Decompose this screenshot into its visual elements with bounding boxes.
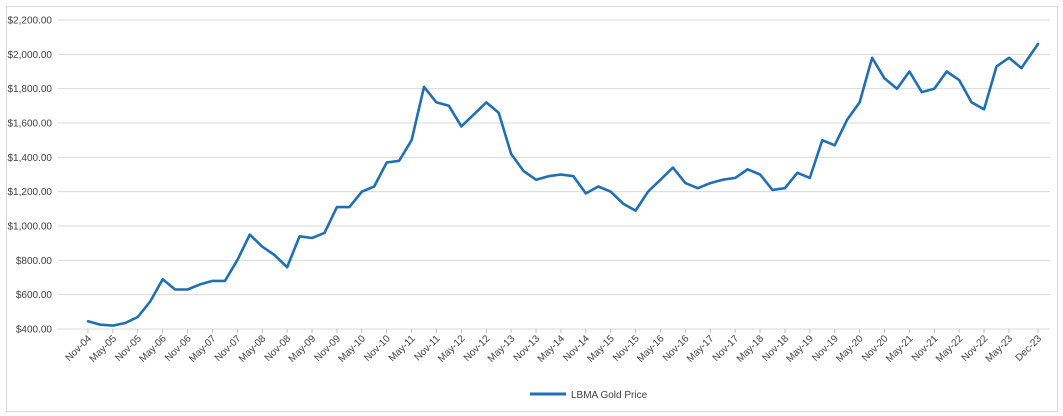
y-tick-label: $1,800.00 <box>8 84 53 95</box>
y-tick-label: $1,000.00 <box>8 222 53 233</box>
x-tick-label: May-07 <box>187 333 219 365</box>
x-tick-label: May-06 <box>137 333 169 365</box>
x-tick-label: May-09 <box>287 333 319 365</box>
x-tick-label: May-14 <box>536 333 568 365</box>
x-tick-label: May-08 <box>237 333 269 365</box>
x-tick-label: May-20 <box>834 333 866 365</box>
x-tick-label: May-15 <box>585 333 617 365</box>
x-tick-label: May-21 <box>884 333 916 365</box>
y-tick-label: $800.00 <box>16 256 53 267</box>
y-tick-label: $1,200.00 <box>8 187 53 198</box>
x-tick-label: May-13 <box>486 333 518 365</box>
x-tick-label: May-16 <box>635 333 667 365</box>
x-tick-label: May-18 <box>735 333 767 365</box>
x-tick-label: May-17 <box>685 333 717 365</box>
x-tick-label: May-12 <box>436 333 468 365</box>
y-tick-label: $400.00 <box>16 325 53 336</box>
x-axis-tick-labels: Nov-04May-05Nov-05May-06Nov-06May-07Nov-… <box>64 329 1045 365</box>
x-tick-label: May-10 <box>337 333 369 365</box>
y-tick-label: $1,600.00 <box>8 119 53 130</box>
y-tick-label: $600.00 <box>16 290 53 301</box>
y-tick-label: $2,200.00 <box>8 16 53 27</box>
legend-label: LBMA Gold Price <box>571 390 648 401</box>
series-line <box>86 42 1040 327</box>
x-tick-label: May-22 <box>934 333 966 365</box>
y-tick-label: $1,400.00 <box>8 153 53 164</box>
legend: LBMA Gold Price <box>530 390 648 401</box>
x-tick-label: May-05 <box>88 333 120 365</box>
x-tick-label: May-11 <box>387 333 418 364</box>
series-layer <box>86 42 1040 327</box>
y-axis-tick-labels: $400.00 $600.00 $800.00 $1,000.00 $1,200.00 $… <box>8 16 53 336</box>
x-tick-label: May-19 <box>785 333 817 365</box>
x-tick-label: Dec-23 <box>1014 333 1045 364</box>
y-tick-label: $2,000.00 <box>8 50 53 61</box>
x-tick-label: May-23 <box>984 333 1016 365</box>
